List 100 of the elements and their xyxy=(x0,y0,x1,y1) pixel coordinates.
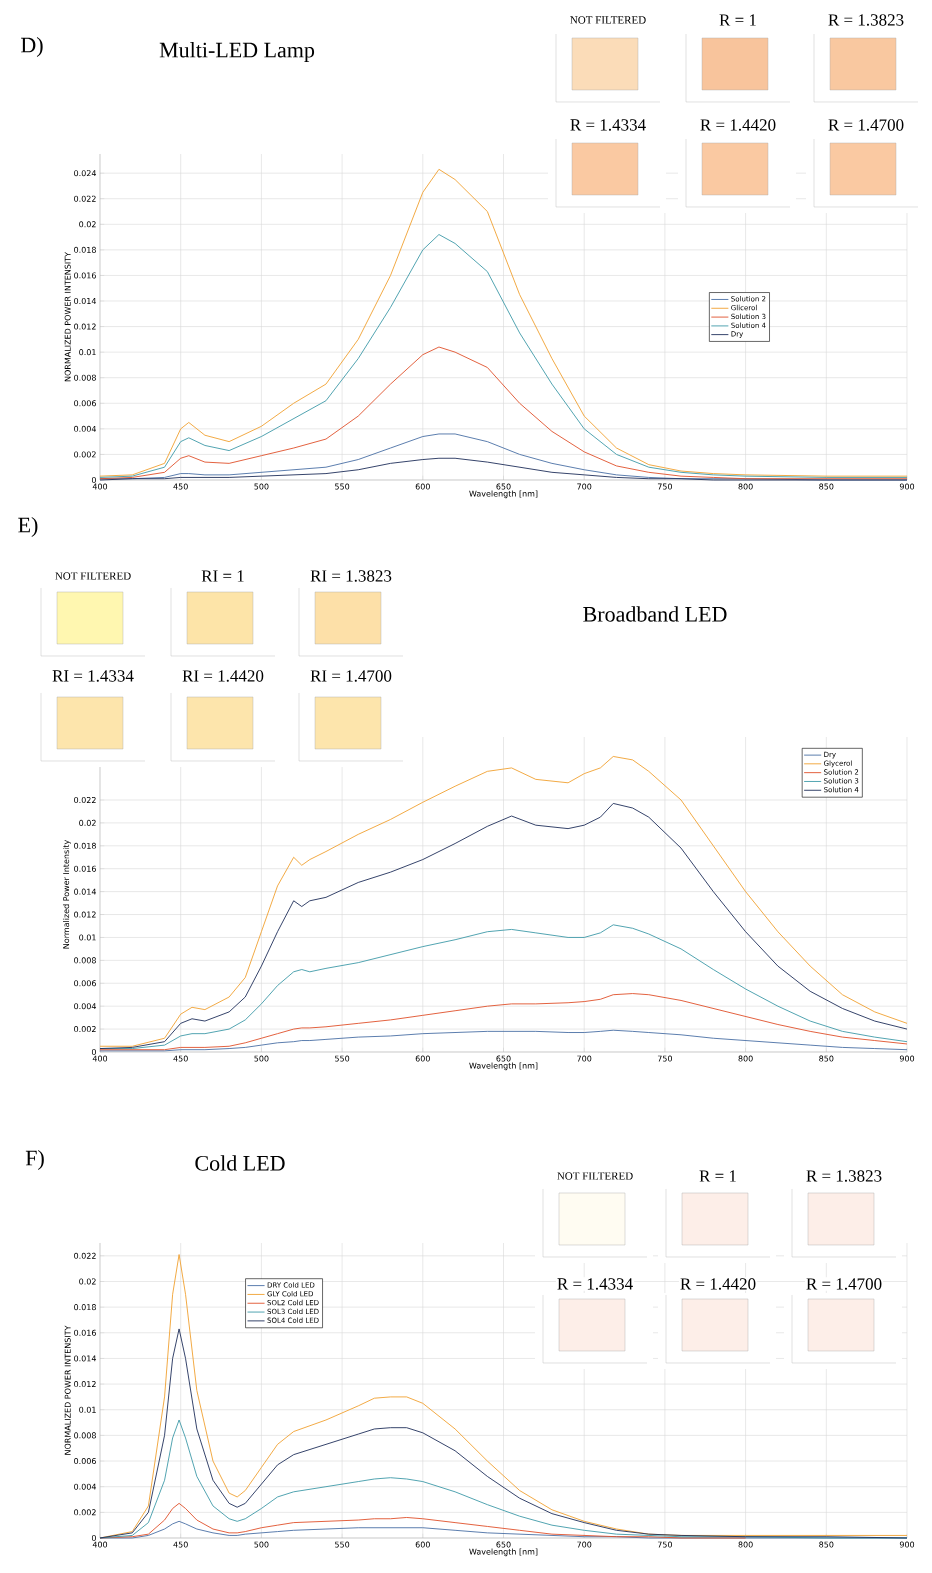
y-tick-label: 0.004 xyxy=(74,425,97,432)
y-axis-title: Normalized Power Intensity xyxy=(62,839,71,949)
x-tick-label: 400 xyxy=(92,483,108,490)
x-tick-label: 800 xyxy=(738,483,753,490)
x-tick-label: 800 xyxy=(738,1541,753,1548)
y-tick-label: 0.008 xyxy=(74,374,96,381)
y-tick-label: 0.016 xyxy=(74,865,96,872)
x-tick-label: 800 xyxy=(738,1055,753,1062)
y-tick-label: 0.014 xyxy=(74,297,97,305)
text: NOT FILTERED xyxy=(557,1172,633,1180)
x-tick-label: 500 xyxy=(254,1541,269,1548)
text: R = 1.4700 xyxy=(828,119,904,131)
y-axis-title: NORMALIZED POWER INTENSITY xyxy=(64,1325,71,1455)
y-tick-label: 0.002 xyxy=(74,1509,96,1516)
text: R = 1.4334 xyxy=(570,119,646,131)
y-tick-label: 0.018 xyxy=(74,842,96,849)
x-tick-label: 600 xyxy=(415,1055,430,1062)
annotation: R = 1.4334 xyxy=(557,1278,633,1290)
x-tick-label: 550 xyxy=(335,1055,350,1062)
y-tick-label: 0.008 xyxy=(74,957,96,964)
x-tick-label: 650 xyxy=(496,1541,511,1548)
y-tick-label: 0.002 xyxy=(74,451,96,458)
x-tick-label: 650 xyxy=(496,1055,511,1062)
x-tick-label: 400 xyxy=(92,1541,108,1548)
y-tick-label: 0.012 xyxy=(74,911,96,918)
y-tick-label: 0.01 xyxy=(79,934,96,941)
x-tick-label: 550 xyxy=(335,483,350,490)
text: NOT FILTERED xyxy=(570,16,646,24)
x-axis-title: Wavelength [nm] xyxy=(469,1062,538,1071)
y-axis-title: NORMALIZED POWER INTENSITY xyxy=(64,251,71,382)
text: NOT FILTERED xyxy=(55,572,131,580)
x-tick-label: 600 xyxy=(415,483,430,490)
text: RI = 1.4700 xyxy=(310,670,392,682)
text: D) xyxy=(21,37,43,57)
y-tick-label: 0.008 xyxy=(74,1432,96,1439)
x-tick-label: 500 xyxy=(254,483,269,490)
y-tick-label: 0.014 xyxy=(74,888,97,895)
y-tick-label: 0.02 xyxy=(79,221,96,228)
x-tick-label: 750 xyxy=(657,483,673,490)
x-tick-label: 850 xyxy=(819,1055,834,1062)
y-tick-label: 0.002 xyxy=(74,1026,96,1033)
x-axis-title: Wavelength [nm] xyxy=(469,490,538,499)
y-tick-label: 0.016 xyxy=(74,1329,96,1336)
y-tick-label: 0.02 xyxy=(79,1278,96,1285)
x-tick-label: 750 xyxy=(657,1055,673,1062)
x-tick-label: 600 xyxy=(415,1541,430,1548)
y-tick-label: 0.024 xyxy=(74,170,97,177)
y-tick-label: 0.01 xyxy=(79,1406,96,1413)
text: R = 1.3823 xyxy=(806,1170,882,1182)
x-tick-label: 450 xyxy=(173,483,188,490)
y-tick-label: 0.004 xyxy=(74,1003,97,1010)
x-tick-label: 900 xyxy=(899,1541,915,1548)
y-tick-label: 0.022 xyxy=(74,1252,96,1259)
x-tick-label: 750 xyxy=(657,1541,673,1548)
x-tick-label: 450 xyxy=(173,1541,188,1548)
y-tick-label: 0.018 xyxy=(74,246,96,253)
x-axis-title: Wavelength [nm] xyxy=(469,1548,538,1557)
y-tick-label: 0.018 xyxy=(74,1304,96,1311)
annotation: R = 1.4420 xyxy=(680,1278,756,1290)
y-tick-label: 0 xyxy=(91,1534,96,1542)
text: RI = 1.4334 xyxy=(52,670,134,682)
y-tick-label: 0 xyxy=(91,476,96,484)
text: RI = 1.3823 xyxy=(310,570,392,582)
chart-title: Multi-LED Lamp xyxy=(159,42,315,62)
x-tick-label: 650 xyxy=(496,483,511,490)
annotation: R = 1.4700 xyxy=(806,1278,882,1290)
y-tick-label: 0.004 xyxy=(74,1483,97,1490)
text: RI = 1.4420 xyxy=(182,670,264,682)
x-tick-label: 900 xyxy=(899,1055,915,1062)
x-tick-label: 700 xyxy=(577,483,592,490)
y-tick-label: 0.022 xyxy=(74,796,96,804)
text: R = 1.3823 xyxy=(828,14,904,26)
chart-title: Broadband LED xyxy=(583,606,727,622)
text: E) xyxy=(18,517,38,537)
y-tick-label: 0.012 xyxy=(74,323,96,330)
x-tick-label: 500 xyxy=(254,1055,269,1062)
y-tick-label: 0 xyxy=(91,1048,96,1056)
line-series xyxy=(99,168,908,477)
x-tick-label: 700 xyxy=(577,1541,592,1548)
x-tick-label: 550 xyxy=(335,1541,350,1548)
x-tick-label: 850 xyxy=(819,483,834,490)
x-tick-label: 450 xyxy=(173,1055,188,1062)
y-tick-label: 0.006 xyxy=(74,1458,96,1465)
text: R = 1 xyxy=(699,1170,736,1182)
y-tick-label: 0.006 xyxy=(74,400,96,407)
y-tick-label: 0.014 xyxy=(74,1355,97,1362)
y-tick-label: 0.012 xyxy=(74,1381,96,1388)
text: R = 1 xyxy=(719,14,756,26)
text: R = 1.4420 xyxy=(700,119,776,131)
x-tick-label: 700 xyxy=(577,1055,592,1062)
chart-title: Cold LED xyxy=(195,1155,285,1171)
x-tick-label: 400 xyxy=(92,1055,108,1062)
x-tick-label: 900 xyxy=(899,483,915,490)
y-tick-label: 0.01 xyxy=(79,349,96,356)
y-tick-label: 0.016 xyxy=(74,272,96,279)
x-tick-label: 850 xyxy=(819,1541,834,1548)
y-tick-label: 0.006 xyxy=(74,980,96,987)
text: RI = 1 xyxy=(201,570,244,582)
y-tick-label: 0.02 xyxy=(79,819,96,826)
y-tick-label: 0.022 xyxy=(74,195,96,202)
